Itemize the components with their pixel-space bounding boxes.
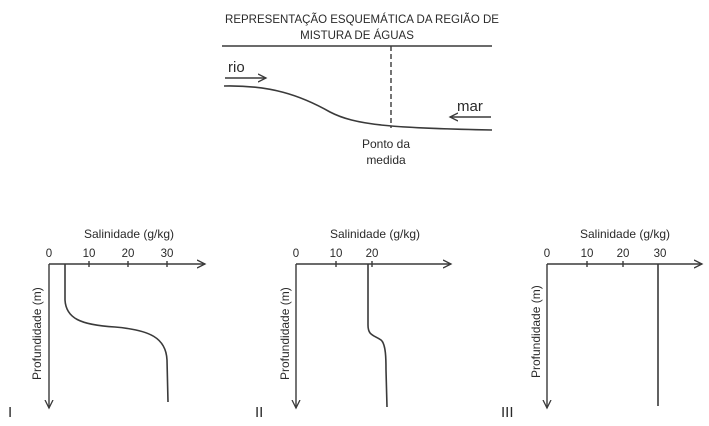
graph-iii-x-axis-label: Salinidade (g/kg) [580, 227, 670, 241]
graph-iii-y-axis-label: Profundidade (m) [529, 285, 543, 378]
sea-label: mar [457, 98, 483, 115]
graph-ii-tick-0: 0 [293, 248, 299, 260]
graph-i: Salinidade (g/kg) 0 10 20 30 Profundidad… [8, 227, 205, 421]
graph-i-tick-0: 0 [46, 248, 52, 260]
graph-iii: Salinidade (g/kg) 0 10 20 30 Profundidad… [501, 227, 702, 421]
graph-i-tick-30: 30 [161, 248, 174, 260]
graph-ii-tick-20: 20 [366, 248, 379, 260]
graph-iii-tick-10: 10 [581, 248, 594, 260]
graph-ii: Salinidade (g/kg) 0 10 20 Profundidade (… [255, 227, 451, 421]
salt-wedge-interface-curve [223, 85, 493, 131]
measurement-point-label-line1: Ponto da [362, 137, 410, 151]
schematic-title-line1: REPRESENTAÇÃO ESQUEMÁTICA DA REGIÃO DE [225, 13, 499, 26]
graph-i-salinity-profile [64, 264, 169, 403]
estuary-schematic: REPRESENTAÇÃO ESQUEMÁTICA DA REGIÃO DE M… [222, 13, 499, 167]
graph-ii-salinity-profile [367, 264, 388, 408]
graph-i-x-axis-label: Salinidade (g/kg) [84, 227, 174, 241]
graph-ii-y-axis-label: Profundidade (m) [278, 287, 292, 380]
graph-i-y-axis-label: Profundidade (m) [30, 287, 44, 380]
graph-iii-roman-numeral: III [501, 404, 514, 421]
graph-iii-tick-30: 30 [654, 248, 667, 260]
river-label: rio [228, 59, 245, 76]
graph-ii-roman-numeral: II [255, 404, 263, 421]
measurement-point-label-line2: medida [366, 153, 406, 167]
graph-i-roman-numeral: I [8, 404, 12, 421]
graph-iii-tick-0: 0 [544, 248, 550, 260]
schematic-title-line2: MISTURA DE ÁGUAS [300, 29, 414, 42]
graph-ii-x-axis-label: Salinidade (g/kg) [330, 227, 420, 241]
graph-ii-tick-10: 10 [330, 248, 343, 260]
graph-i-tick-10: 10 [83, 248, 96, 260]
graph-i-tick-20: 20 [122, 248, 135, 260]
graph-iii-tick-20: 20 [617, 248, 630, 260]
